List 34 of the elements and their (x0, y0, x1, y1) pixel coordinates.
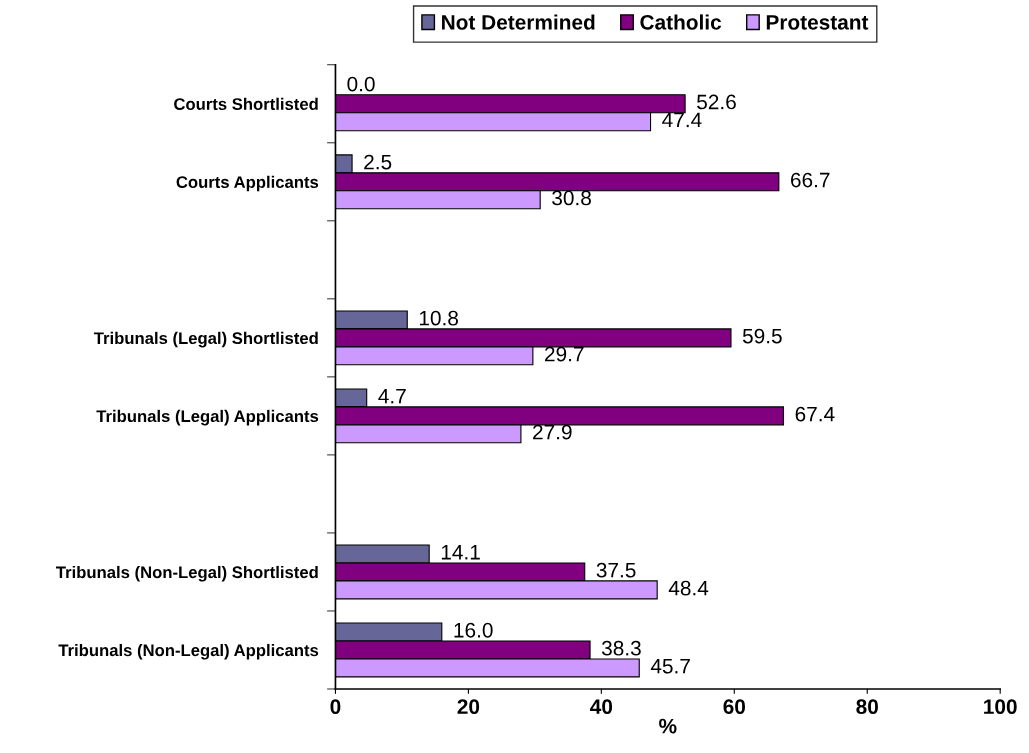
data-label: 37.5 (596, 562, 636, 578)
data-label: 27.9 (533, 424, 572, 440)
legend-label: Protestant (766, 15, 869, 30)
x-tick-label: 40 (590, 699, 613, 715)
data-label: 10.8 (419, 310, 458, 326)
data-label: 4.7 (378, 389, 406, 404)
data-label: 30.8 (552, 190, 591, 206)
x-tick-label: 0 (330, 699, 341, 715)
data-label: 52.6 (697, 94, 736, 110)
y-tick-label: Courts Shortlisted (174, 97, 318, 110)
y-tick-label: Tribunals (Legal) Shortlisted (93, 331, 318, 348)
data-label: 2.5 (364, 154, 392, 170)
legend-label: Not Determined (442, 14, 595, 30)
legend-label: Catholic (640, 14, 722, 30)
data-label: 47.4 (662, 112, 702, 128)
y-tick-label: Courts Applicants (176, 175, 319, 192)
data-label: 45.7 (650, 658, 690, 674)
data-label: 16.0 (454, 622, 493, 638)
data-label: 0.0 (347, 76, 375, 92)
x-tick-label: 80 (856, 699, 878, 715)
data-label: 59.5 (742, 328, 782, 344)
data-label: 38.3 (601, 640, 641, 656)
x-tick-label: 100 (984, 699, 1017, 715)
data-label: 66.7 (791, 172, 830, 188)
y-tick-label: Tribunals (Legal) Applicants (96, 409, 319, 426)
x-axis-title: % (659, 718, 677, 734)
data-label: 67.4 (795, 406, 835, 422)
x-tick-label: 20 (457, 699, 480, 715)
y-tick-label: Tribunals (Non-Legal) Applicants (58, 643, 319, 660)
data-label: 14.1 (441, 545, 480, 560)
y-tick-label: Tribunals (Non-Legal) Shortlisted (56, 565, 318, 582)
data-label: 48.4 (668, 580, 709, 596)
data-label: 29.7 (545, 346, 584, 362)
x-tick-label: 60 (723, 699, 746, 715)
